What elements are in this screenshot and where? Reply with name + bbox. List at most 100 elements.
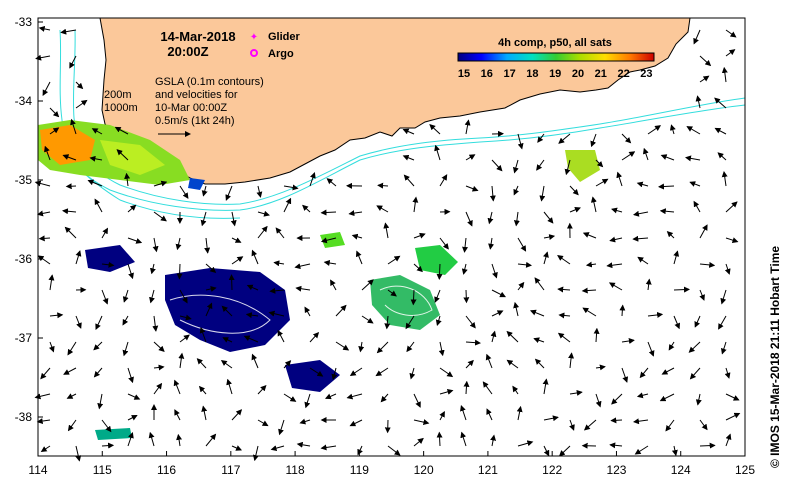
velocity-arrow xyxy=(62,208,77,215)
x-tick-label: 120 xyxy=(414,463,434,477)
velocity-arrow xyxy=(608,282,623,291)
velocity-arrow xyxy=(714,97,727,109)
velocity-arrow xyxy=(122,289,129,303)
colorbar-tick-label: 18 xyxy=(526,68,538,80)
x-tick-label: 119 xyxy=(350,463,369,477)
glider-icon: ✦ xyxy=(250,32,258,43)
velocity-arrow xyxy=(720,289,727,305)
velocity-arrow xyxy=(60,28,77,35)
velocity-arrow xyxy=(228,274,235,291)
velocity-arrow xyxy=(517,440,534,447)
velocity-arrow xyxy=(465,154,476,161)
velocity-arrow xyxy=(512,159,519,174)
velocity-arrow xyxy=(127,431,134,447)
velocity-arrow xyxy=(294,263,311,270)
velocity-arrow xyxy=(127,263,134,280)
velocity-arrow xyxy=(361,279,374,291)
legend-argo: Argo xyxy=(268,48,294,60)
plot-frame xyxy=(37,17,746,457)
velocity-arrow xyxy=(636,181,649,188)
velocity-arrow xyxy=(37,255,51,265)
velocity-arrow xyxy=(558,133,571,144)
velocity-arrow xyxy=(647,125,662,135)
velocity-arrow xyxy=(583,419,597,431)
velocity-arrow xyxy=(349,419,363,427)
velocity-arrow xyxy=(196,358,207,369)
velocity-arrow xyxy=(383,222,390,239)
velocity-arrow xyxy=(348,210,363,217)
velocity-arrow xyxy=(645,278,652,291)
velocity-arrow xyxy=(148,431,155,447)
velocity-arrow xyxy=(669,124,676,135)
velocity-arrow xyxy=(685,155,701,162)
velocity-arrow xyxy=(699,224,708,239)
x-tick-label: 122 xyxy=(542,463,562,477)
velocity-arrow xyxy=(666,231,675,239)
velocity-arrow xyxy=(585,261,597,268)
velocity-arrow xyxy=(231,256,244,265)
velocity-arrow xyxy=(231,445,243,451)
velocity-arrow xyxy=(659,208,675,215)
velocity-arrow xyxy=(699,289,705,301)
velocity-arrow xyxy=(275,227,285,239)
velocity-arrow xyxy=(695,393,702,406)
velocity-arrow xyxy=(66,393,77,399)
colorbar-tick-label: 15 xyxy=(458,68,470,80)
velocity-arrow xyxy=(375,367,389,377)
description-block: GSLA (0.1m contours) and velocities for … xyxy=(155,76,264,137)
velocity-arrow xyxy=(465,315,476,329)
velocity-arrow xyxy=(153,211,167,222)
velocity-arrow xyxy=(198,385,207,395)
velocity-arrow xyxy=(62,154,77,161)
velocity-arrow xyxy=(93,367,103,378)
velocity-arrow xyxy=(413,419,430,426)
velocity-arrow xyxy=(533,337,545,344)
velocity-arrow xyxy=(387,445,401,456)
velocity-arrow xyxy=(152,237,159,253)
velocity-arrow xyxy=(610,417,623,424)
velocity-arrow xyxy=(595,159,604,168)
velocity-arrow xyxy=(153,382,163,395)
velocity-arrow xyxy=(256,185,263,198)
velocity-arrow xyxy=(268,310,285,317)
velocity-arrow xyxy=(302,204,311,213)
velocity-arrow xyxy=(529,309,545,317)
velocity-arrow xyxy=(175,237,182,251)
velocity-arrow xyxy=(593,327,600,343)
velocity-arrow xyxy=(668,341,675,351)
argo-icon xyxy=(250,49,258,57)
velocity-arrow xyxy=(633,210,649,217)
velocity-arrow xyxy=(330,279,337,291)
velocity-arrow xyxy=(179,334,190,343)
x-tick-label: 117 xyxy=(221,463,240,477)
velocity-arrow xyxy=(283,393,297,402)
y-tick-label: -37 xyxy=(15,331,33,345)
velocity-arrow xyxy=(201,185,208,197)
velocity-arrow xyxy=(75,99,88,109)
velocity-arrow xyxy=(245,312,259,319)
velocity-arrow xyxy=(95,315,103,331)
velocity-arrow xyxy=(38,25,51,32)
velocity-arrow xyxy=(463,380,470,395)
velocity-arrow xyxy=(101,261,115,268)
velocity-arrow xyxy=(695,95,702,109)
velocity-arrow xyxy=(226,378,233,395)
velocity-arrow xyxy=(75,250,82,265)
velocity-arrow xyxy=(642,147,649,161)
velocity-arrow xyxy=(439,388,454,395)
velocity-arrow xyxy=(153,180,168,187)
velocity-arrow xyxy=(460,431,467,447)
velocity-arrow xyxy=(89,155,103,162)
velocity-arrow xyxy=(94,198,103,213)
velocity-arrow xyxy=(513,185,519,196)
velocity-arrow xyxy=(309,172,316,187)
velocity-arrow xyxy=(127,415,138,421)
velocity-arrow xyxy=(149,263,156,275)
velocity-arrow xyxy=(721,66,728,83)
x-tick-label: 123 xyxy=(606,463,626,477)
velocity-arrow xyxy=(487,211,494,225)
velocity-arrow xyxy=(673,286,690,293)
velocity-arrow xyxy=(320,209,337,216)
velocity-arrow xyxy=(36,418,51,425)
velocity-arrow xyxy=(439,411,445,421)
